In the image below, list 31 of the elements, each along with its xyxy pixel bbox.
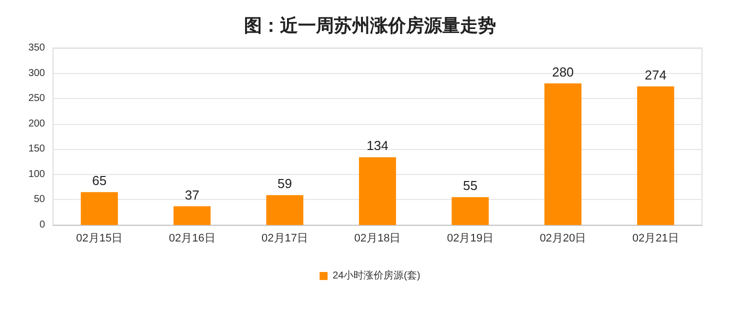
data-label: 274: [644, 67, 666, 82]
bar: [452, 197, 489, 225]
x-tick-label: 02月19日: [446, 232, 494, 244]
bar: [637, 86, 674, 225]
legend-label: 24小时涨价房源(套): [332, 270, 420, 282]
bar: [358, 157, 396, 225]
x-tick-label: 02月16日: [168, 232, 216, 244]
x-tick-label: 02月18日: [354, 232, 401, 244]
x-tick-label: 02月20日: [540, 232, 586, 244]
x-tick-label: 02月15日: [76, 232, 123, 244]
y-tick-label: 100: [28, 168, 46, 180]
chart-title: 图：近一周苏州涨价房源量走势: [244, 16, 496, 36]
data-label: 280: [552, 64, 574, 80]
data-label: 134: [366, 138, 388, 154]
x-tick-label: 02月21日: [632, 232, 679, 244]
y-tick-label: 250: [28, 93, 46, 104]
bar: [174, 206, 211, 225]
y-tick-label: 200: [28, 118, 46, 130]
y-tick-label: 150: [28, 144, 46, 155]
y-tick-label: 0: [39, 220, 46, 230]
data-label: 37: [184, 187, 200, 202]
y-tick-label: 50: [34, 194, 46, 206]
bar: [544, 83, 582, 225]
y-tick-label: 350: [28, 42, 46, 54]
data-label: 59: [278, 176, 292, 192]
bar: [266, 195, 304, 225]
x-tick-label: 02月17日: [262, 232, 308, 244]
bar: [80, 192, 118, 225]
data-label: 65: [92, 173, 107, 188]
y-tick-label: 300: [28, 68, 46, 79]
data-label: 55: [462, 178, 478, 194]
